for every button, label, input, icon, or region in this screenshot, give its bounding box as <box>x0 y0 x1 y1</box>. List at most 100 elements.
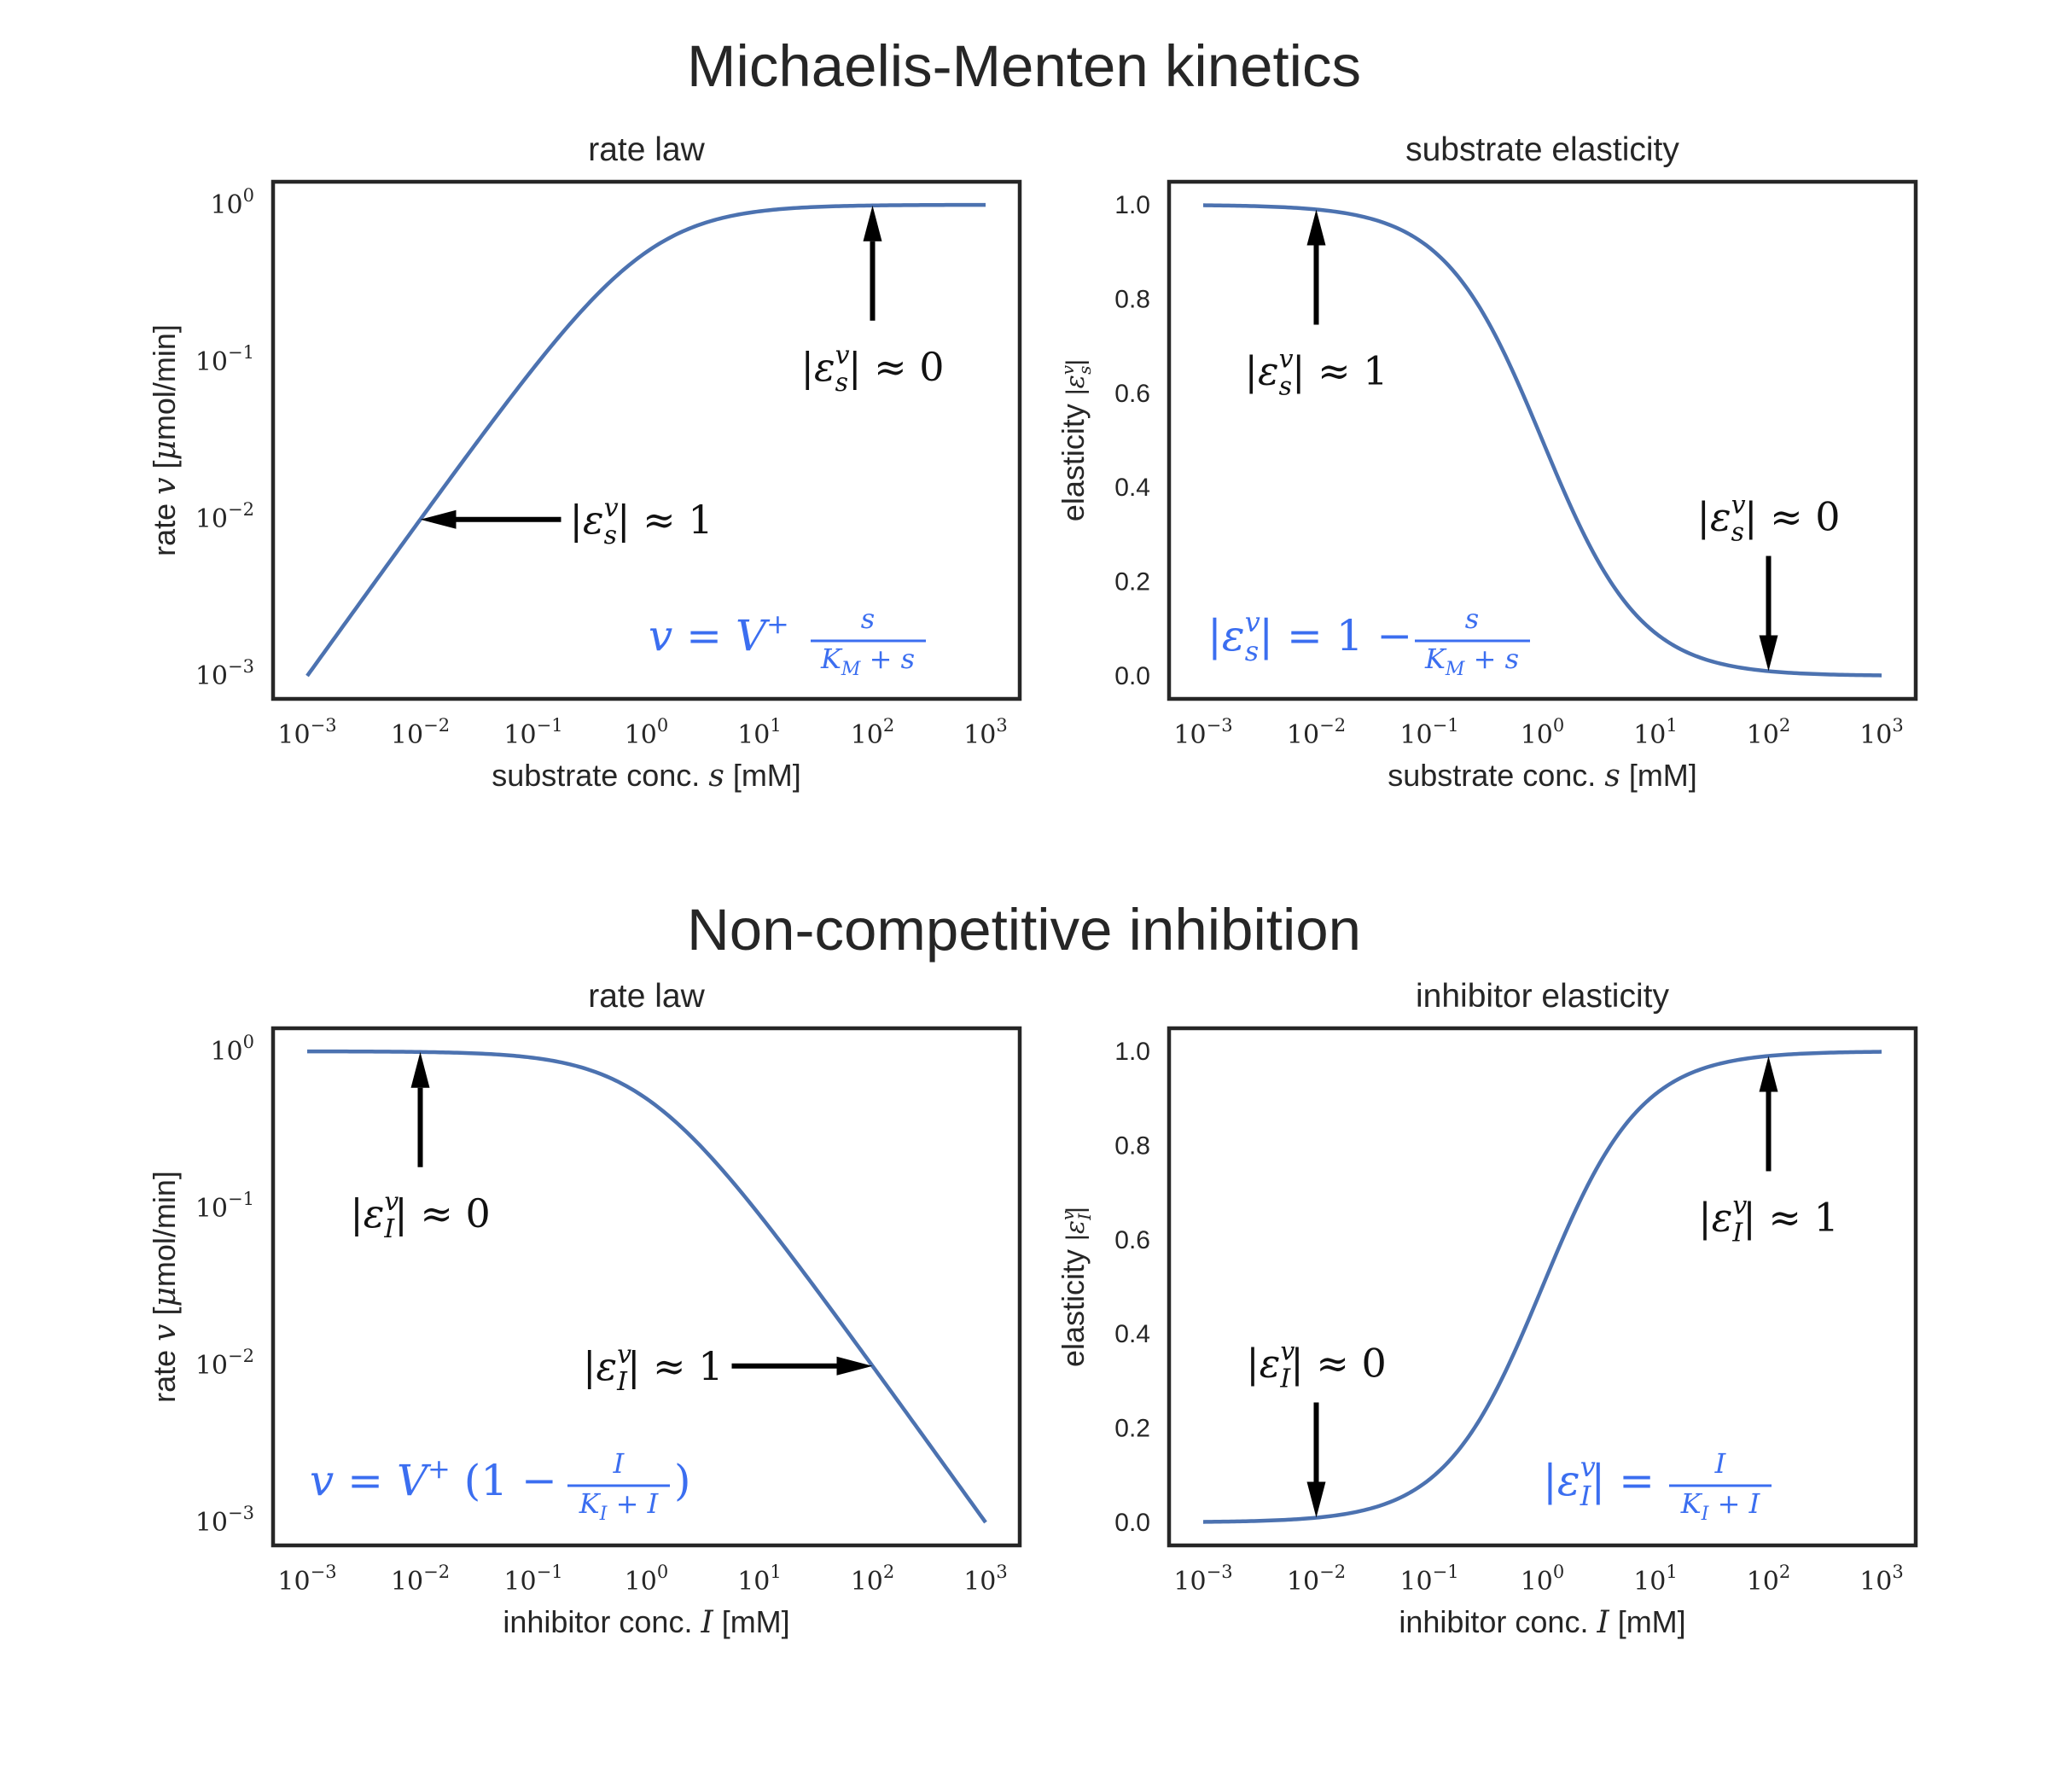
svg-text:KM + s: KM + s <box>820 643 915 680</box>
annotation-label: |εv I| ≈ 1 <box>1698 1191 1839 1248</box>
y-tick-label: 1.0 <box>1114 1038 1150 1066</box>
x-tick-label: 101 <box>1633 715 1678 750</box>
svg-text:|εvI| =: |εv I| = <box>1543 1451 1655 1512</box>
svg-text:KI + I: KI + I <box>1680 1487 1761 1525</box>
x-tick-label: 100 <box>625 715 669 750</box>
svg-text:): ) <box>674 1456 691 1505</box>
axes-frame <box>1167 1026 1918 1548</box>
y-tick-label: 1.0 <box>1114 191 1150 219</box>
svg-text:v = V+: v = V+ <box>649 608 789 660</box>
x-tick-label: 100 <box>625 1562 669 1597</box>
y-axis-label: elasticity |εvs| <box>1056 359 1095 521</box>
x-axis-label: inhibitor conc. I [mM] <box>1399 1604 1685 1640</box>
annotation-arrowhead <box>1759 1056 1778 1092</box>
x-tick-label: 100 <box>1521 1562 1565 1597</box>
svg-text:s: s <box>1465 602 1479 635</box>
formula-label: |εv s| = 1 − s KM + s <box>1207 602 1530 680</box>
annotation-label: |εv s| ≈ 0 <box>800 340 944 398</box>
formula-label: v = V+ (1 − I KI + I) <box>310 1447 691 1525</box>
series-line <box>307 1049 987 1524</box>
y-tick-label: 0.0 <box>1114 1509 1150 1537</box>
chart-panel-3: rate law 10−3 10−2 10−1 100 101 102 103 10−3 10−2… <box>147 978 1022 1640</box>
y-tick-label: 0.6 <box>1114 1226 1150 1254</box>
subplot-title: substrate elasticity <box>1405 131 1679 168</box>
subplot-title: rate law <box>588 978 705 1015</box>
y-tick-label: 0.2 <box>1114 1415 1150 1443</box>
y-tick-label: 0.6 <box>1114 380 1150 408</box>
annotation-label: |εv I| ≈ 1 <box>583 1340 724 1397</box>
series-line <box>305 202 986 678</box>
annotation-label: |εv I| ≈ 0 <box>1246 1337 1387 1394</box>
series-line <box>1202 203 1882 678</box>
annotation-label: |εv s| ≈ 1 <box>570 493 713 550</box>
y-tick-label: 0.0 <box>1114 662 1150 690</box>
y-tick-label: 10−2 <box>195 1346 254 1381</box>
x-tick-label: 103 <box>963 1562 1008 1597</box>
x-tick-label: 102 <box>851 715 895 750</box>
series-line <box>1202 1050 1882 1524</box>
formula-label: |εv I| = I KI + I <box>1543 1447 1772 1525</box>
axes-frame <box>271 1026 1022 1548</box>
annotation-arrowhead <box>420 509 457 529</box>
x-tick-label: 103 <box>1859 1562 1904 1597</box>
x-tick-label: 102 <box>1747 715 1791 750</box>
x-tick-label: 10−2 <box>1287 715 1346 750</box>
svg-text:|εvs| = 1 −: |εv s| = 1 − <box>1207 606 1412 667</box>
svg-text:I: I <box>1714 1447 1727 1480</box>
y-tick-label: 0.4 <box>1114 1320 1150 1348</box>
svg-text:s: s <box>861 602 875 635</box>
x-tick-label: 101 <box>737 1562 782 1597</box>
x-tick-label: 10−3 <box>277 1562 336 1597</box>
y-tick-label: 100 <box>210 185 254 220</box>
section-title-noncompetitive: Non-competitive inhibition <box>687 897 1361 963</box>
annotation-arrowhead <box>836 1356 873 1376</box>
x-tick-label: 10−1 <box>1399 715 1458 750</box>
chart-panel-2: substrate elasticity 10−3 10−2 10−1 100 101 10… <box>1056 131 1918 794</box>
annotation-arrowhead <box>410 1051 430 1088</box>
x-axis-label: substrate conc. s [mM] <box>1388 758 1697 794</box>
svg-text:KI + I: KI + I <box>579 1487 660 1525</box>
y-tick-label: 0.8 <box>1114 1132 1150 1160</box>
x-tick-label: 10−1 <box>503 1562 562 1597</box>
y-tick-label: 10−3 <box>195 656 254 691</box>
annotation-arrowhead <box>863 205 882 241</box>
x-tick-label: 10−2 <box>1287 1562 1346 1597</box>
svg-text:v = V+ (1 −: v = V+ (1 − <box>310 1452 557 1505</box>
axes-frame <box>271 179 1022 701</box>
x-tick-label: 101 <box>1633 1562 1678 1597</box>
y-tick-label: 10−2 <box>195 499 254 534</box>
x-tick-label: 100 <box>1521 715 1565 750</box>
x-tick-label: 10−3 <box>1173 1562 1232 1597</box>
svg-text:I: I <box>613 1447 625 1480</box>
section-title-michaelis-menten: Michaelis-Menten kinetics <box>687 33 1361 99</box>
x-tick-label: 10−1 <box>1399 1562 1458 1597</box>
x-tick-label: 103 <box>1859 715 1904 750</box>
formula-label: v = V+ s KM + s <box>649 602 926 680</box>
annotation-label: |εv s| ≈ 0 <box>1696 491 1840 548</box>
x-axis-label: inhibitor conc. I [mM] <box>503 1604 789 1640</box>
annotation-arrowhead <box>1306 209 1326 246</box>
y-tick-label: 10−3 <box>195 1503 254 1538</box>
chart-panel-4: inhibitor elasticity 10−3 10−2 10−1 100 101 10… <box>1056 978 1918 1640</box>
y-tick-label: 10−1 <box>195 342 254 377</box>
x-tick-label: 102 <box>1747 1562 1791 1597</box>
subplot-title: rate law <box>588 131 705 168</box>
annotation-label: |εv s| ≈ 1 <box>1244 345 1388 402</box>
y-axis-label: rate v [μmol/min] <box>147 324 183 556</box>
annotation-arrowhead <box>1759 635 1778 672</box>
y-tick-label: 0.4 <box>1114 474 1150 502</box>
y-tick-label: 0.2 <box>1114 568 1150 596</box>
x-tick-label: 101 <box>737 715 782 750</box>
y-tick-label: 0.8 <box>1114 285 1150 313</box>
x-tick-label: 10−2 <box>391 715 450 750</box>
y-tick-label: 100 <box>210 1032 254 1067</box>
chart-panel-1: rate law 10−3 10−2 10−1 100 101 102 103 10−3 10−2… <box>147 131 1022 794</box>
y-axis-label: elasticity |εvI| <box>1056 1207 1095 1367</box>
annotation-label: |εv I| ≈ 0 <box>350 1187 491 1244</box>
axes-frame <box>1167 179 1918 701</box>
subplot-title: inhibitor elasticity <box>1416 978 1669 1015</box>
x-tick-label: 10−3 <box>1173 715 1232 750</box>
x-tick-label: 10−3 <box>277 715 336 750</box>
x-axis-label: substrate conc. s [mM] <box>492 758 801 794</box>
